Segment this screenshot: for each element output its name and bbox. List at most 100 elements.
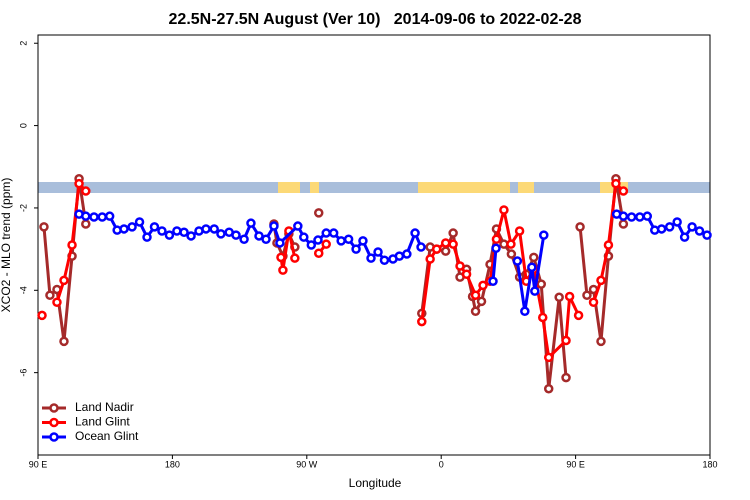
- y-tick-label: -6: [18, 369, 28, 377]
- x-tick-label: 90 E: [29, 459, 48, 469]
- data-point: [499, 205, 509, 215]
- data-point: [455, 261, 465, 271]
- data-point: [134, 217, 145, 227]
- land-strip: [418, 182, 510, 193]
- data-point: [596, 275, 606, 286]
- data-point: [554, 292, 564, 303]
- data-point: [618, 211, 629, 221]
- data-point: [81, 219, 91, 229]
- data-point: [611, 178, 621, 189]
- data-point: [104, 211, 115, 221]
- data-point: [537, 312, 548, 323]
- data-point: [520, 306, 530, 317]
- data-point: [561, 335, 571, 346]
- data-point: [336, 236, 346, 246]
- land-strip: [310, 182, 319, 193]
- data-point: [543, 383, 554, 394]
- data-point: [328, 228, 339, 238]
- data-point: [59, 336, 69, 347]
- data-point: [261, 234, 271, 244]
- data-point: [231, 230, 241, 240]
- x-tick-label: 90 E: [566, 459, 585, 469]
- data-point: [642, 211, 653, 221]
- data-point: [478, 280, 488, 291]
- data-point: [588, 297, 599, 307]
- data-point: [506, 239, 516, 249]
- x-tick-label: 180: [702, 459, 717, 469]
- data-point: [618, 219, 629, 229]
- x-tick-label: 90 W: [296, 459, 318, 469]
- data-point: [269, 221, 279, 231]
- data-point: [45, 290, 55, 300]
- data-point: [664, 222, 675, 232]
- data-point: [618, 186, 629, 196]
- land-sea-strip: [38, 182, 710, 193]
- data-point: [603, 240, 614, 250]
- legend-marker: [49, 417, 59, 428]
- data-point: [164, 230, 175, 240]
- data-point: [461, 269, 472, 279]
- data-point: [582, 290, 592, 300]
- data-point: [491, 234, 502, 244]
- data-point: [656, 224, 667, 234]
- data-point: [543, 352, 554, 363]
- data-point: [373, 247, 383, 257]
- data-point: [97, 212, 107, 222]
- legend-marker: [49, 403, 59, 413]
- data-point: [39, 222, 49, 232]
- data-point: [425, 254, 435, 264]
- data-point: [313, 248, 324, 258]
- data-point: [488, 276, 498, 286]
- data-point: [527, 262, 537, 272]
- data-point: [209, 224, 219, 234]
- data-point: [157, 226, 167, 236]
- data-point: [417, 316, 427, 327]
- ocean-strip: [38, 182, 710, 193]
- data-point: [635, 212, 645, 222]
- data-point: [201, 224, 211, 234]
- data-point: [440, 238, 451, 248]
- data-point: [626, 212, 637, 222]
- data-point: [575, 222, 585, 232]
- data-point: [448, 228, 458, 238]
- data-point: [366, 253, 376, 263]
- data-point: [379, 255, 390, 265]
- y-tick-label: 2: [18, 41, 28, 46]
- chart-title: 22.5N-27.5N August (Ver 10) 2014-09-06 t…: [169, 11, 582, 28]
- data-point: [470, 306, 481, 317]
- data-point: [321, 239, 331, 249]
- data-point: [470, 290, 481, 300]
- data-point: [440, 246, 451, 256]
- data-point: [679, 232, 690, 242]
- data-point: [402, 249, 412, 259]
- data-point: [539, 230, 549, 240]
- data-point: [687, 222, 697, 232]
- data-point: [275, 238, 285, 248]
- data-point: [506, 249, 517, 259]
- plot-frame: [37, 34, 711, 456]
- data-point: [536, 279, 547, 289]
- legend-label: Land Glint: [75, 415, 130, 429]
- data-point: [246, 218, 256, 228]
- data-point: [81, 186, 91, 196]
- data-point: [476, 296, 487, 307]
- data-point: [59, 275, 69, 286]
- y-tick-label: -2: [18, 204, 28, 212]
- data-point: [694, 226, 705, 236]
- data-point: [573, 310, 584, 321]
- data-point: [596, 336, 606, 347]
- data-point: [278, 265, 288, 275]
- data-point: [172, 226, 182, 236]
- data-point: [254, 231, 264, 241]
- data-point: [351, 244, 361, 254]
- legend-marker: [49, 432, 59, 442]
- data-point: [491, 243, 501, 254]
- x-tick-label: 180: [165, 459, 180, 469]
- data-point: [358, 236, 368, 246]
- y-tick-label: -4: [18, 286, 28, 294]
- data-point: [410, 228, 420, 238]
- series-line: [78, 212, 708, 313]
- land-strip: [278, 182, 300, 193]
